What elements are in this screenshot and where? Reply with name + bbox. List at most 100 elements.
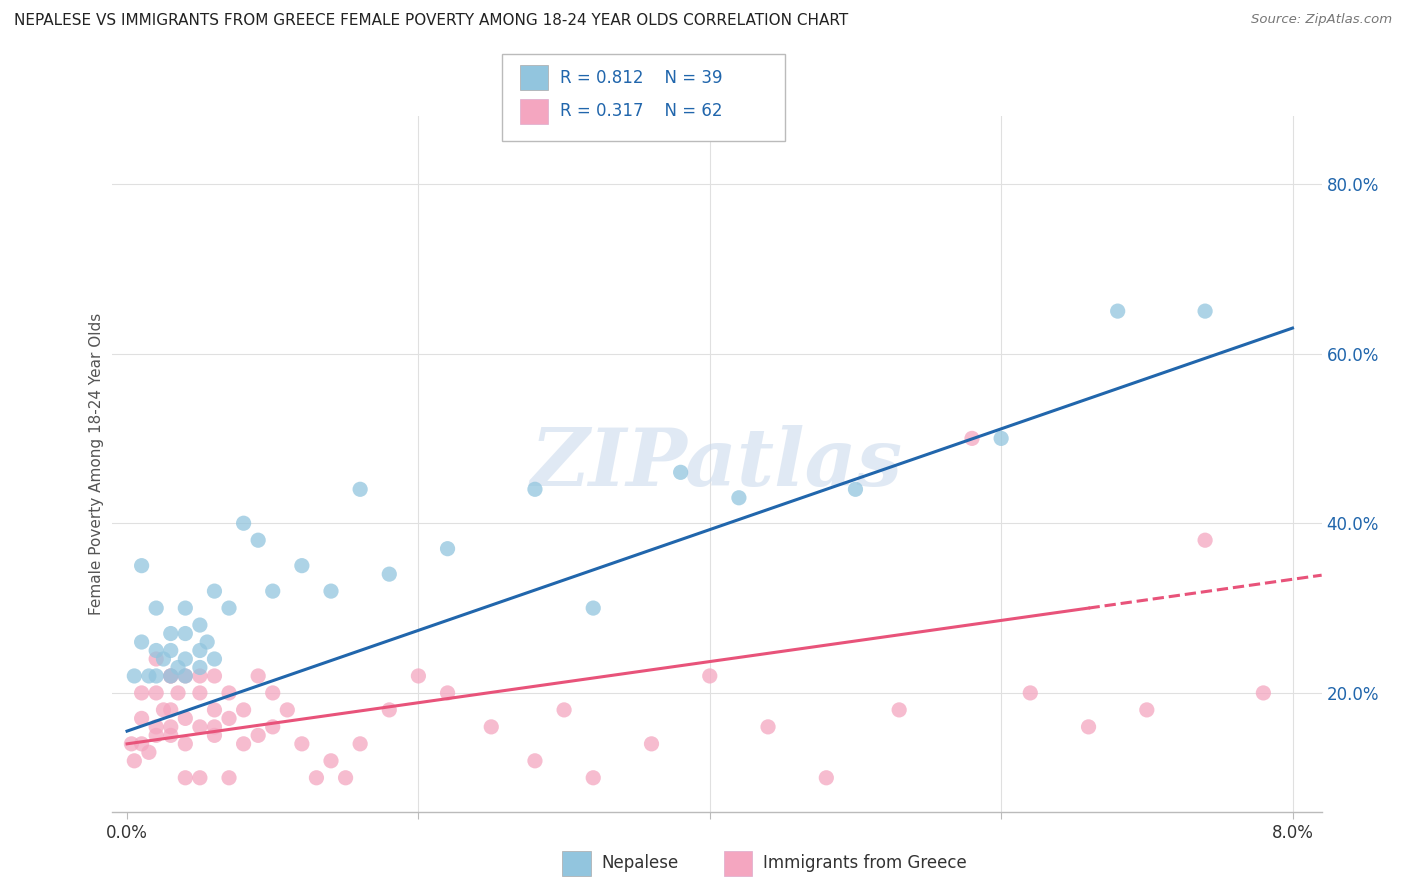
Point bbox=[174, 626, 197, 640]
Point bbox=[523, 754, 546, 768]
Point bbox=[131, 737, 153, 751]
Point bbox=[204, 652, 226, 666]
Point bbox=[204, 728, 226, 742]
Point bbox=[145, 720, 167, 734]
Point bbox=[349, 737, 371, 751]
Text: Source: ZipAtlas.com: Source: ZipAtlas.com bbox=[1251, 13, 1392, 27]
Point bbox=[174, 669, 197, 683]
Point bbox=[167, 686, 190, 700]
Point bbox=[204, 584, 226, 599]
Point bbox=[145, 652, 167, 666]
Point bbox=[131, 558, 153, 573]
Point bbox=[232, 703, 254, 717]
Point bbox=[145, 601, 167, 615]
Point bbox=[291, 737, 314, 751]
Point bbox=[145, 669, 167, 683]
Point bbox=[262, 584, 284, 599]
Point bbox=[188, 618, 211, 632]
Point bbox=[152, 652, 174, 666]
Point bbox=[232, 516, 254, 531]
Point bbox=[159, 669, 181, 683]
Point bbox=[1194, 533, 1216, 548]
Point bbox=[1194, 304, 1216, 318]
Point bbox=[960, 431, 983, 445]
Point bbox=[159, 626, 181, 640]
Point bbox=[204, 669, 226, 683]
Point bbox=[378, 703, 401, 717]
Text: Immigrants from Greece: Immigrants from Greece bbox=[763, 855, 967, 872]
Point bbox=[262, 720, 284, 734]
Point bbox=[319, 754, 342, 768]
Point bbox=[124, 754, 146, 768]
Text: NEPALESE VS IMMIGRANTS FROM GREECE FEMALE POVERTY AMONG 18-24 YEAR OLDS CORRELAT: NEPALESE VS IMMIGRANTS FROM GREECE FEMAL… bbox=[14, 13, 848, 29]
Point bbox=[218, 711, 240, 725]
Point bbox=[218, 601, 240, 615]
Point bbox=[131, 711, 153, 725]
Point bbox=[990, 431, 1012, 445]
Point bbox=[152, 703, 174, 717]
Point bbox=[699, 669, 721, 683]
Point bbox=[174, 737, 197, 751]
Point bbox=[131, 686, 153, 700]
Point bbox=[232, 737, 254, 751]
Point bbox=[188, 771, 211, 785]
Point bbox=[436, 686, 458, 700]
Point bbox=[247, 669, 270, 683]
Point bbox=[756, 720, 779, 734]
Point bbox=[335, 771, 357, 785]
Point bbox=[159, 643, 181, 657]
Point bbox=[1077, 720, 1099, 734]
Point bbox=[378, 567, 401, 582]
Point bbox=[218, 771, 240, 785]
Point bbox=[218, 686, 240, 700]
Point bbox=[188, 660, 211, 674]
Text: R = 0.812    N = 39: R = 0.812 N = 39 bbox=[560, 69, 723, 87]
Point bbox=[138, 669, 160, 683]
Text: R = 0.317    N = 62: R = 0.317 N = 62 bbox=[560, 103, 723, 120]
Text: ZIPatlas: ZIPatlas bbox=[531, 425, 903, 502]
Point bbox=[844, 483, 866, 497]
Point bbox=[1253, 686, 1275, 700]
Point bbox=[436, 541, 458, 556]
Point bbox=[889, 703, 911, 717]
Point bbox=[188, 720, 211, 734]
Point bbox=[349, 483, 371, 497]
Y-axis label: Female Poverty Among 18-24 Year Olds: Female Poverty Among 18-24 Year Olds bbox=[89, 313, 104, 615]
Point bbox=[1136, 703, 1159, 717]
Point bbox=[138, 745, 160, 759]
Point bbox=[247, 533, 270, 548]
Point bbox=[247, 728, 270, 742]
Point bbox=[159, 669, 181, 683]
Point bbox=[276, 703, 298, 717]
Point bbox=[159, 703, 181, 717]
Point bbox=[174, 711, 197, 725]
Point bbox=[174, 771, 197, 785]
Point bbox=[305, 771, 328, 785]
Point bbox=[204, 703, 226, 717]
Point bbox=[669, 466, 692, 480]
Point bbox=[174, 652, 197, 666]
Point bbox=[640, 737, 662, 751]
Point bbox=[188, 686, 211, 700]
Point bbox=[174, 601, 197, 615]
Point bbox=[408, 669, 430, 683]
Point bbox=[479, 720, 502, 734]
Point bbox=[291, 558, 314, 573]
Point bbox=[262, 686, 284, 700]
Point bbox=[174, 669, 197, 683]
Point bbox=[815, 771, 838, 785]
Point bbox=[145, 686, 167, 700]
Point bbox=[1107, 304, 1129, 318]
Point bbox=[145, 728, 167, 742]
Point bbox=[159, 720, 181, 734]
Point bbox=[120, 737, 142, 751]
Point bbox=[195, 635, 218, 649]
Point bbox=[188, 643, 211, 657]
Point bbox=[582, 771, 605, 785]
Text: Nepalese: Nepalese bbox=[602, 855, 679, 872]
Point bbox=[159, 669, 181, 683]
Point bbox=[523, 483, 546, 497]
Point bbox=[553, 703, 575, 717]
Point bbox=[159, 728, 181, 742]
Point bbox=[167, 660, 190, 674]
